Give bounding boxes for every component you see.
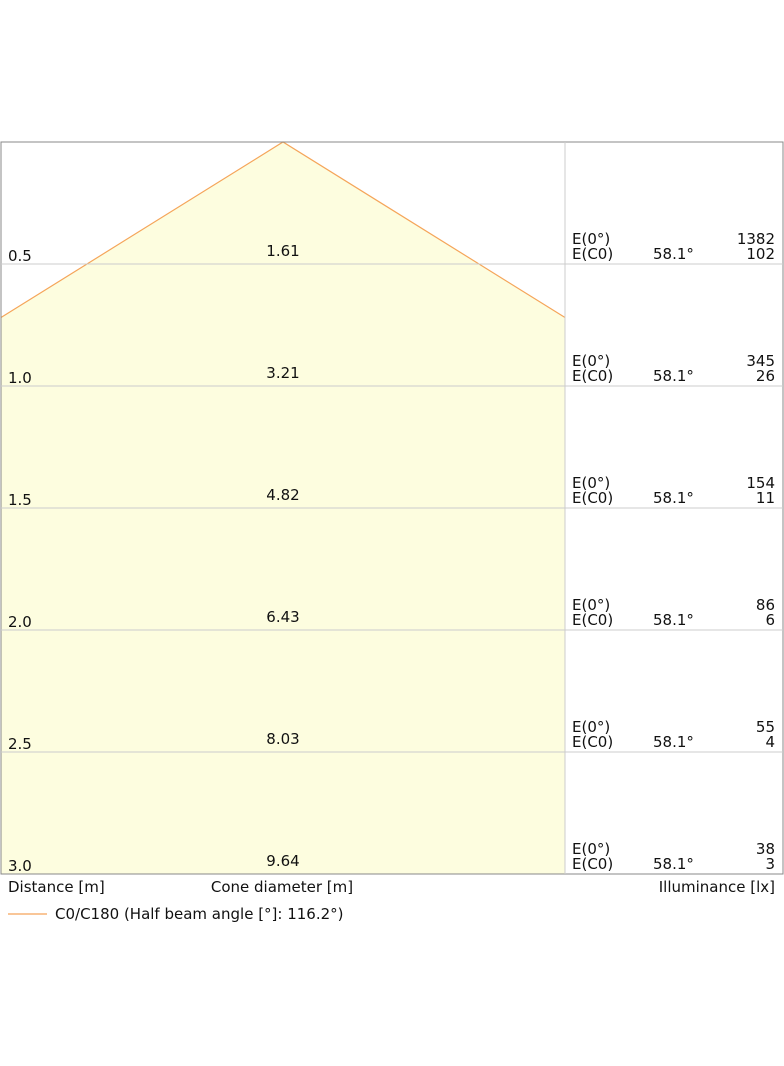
angle-label: 58.1° <box>653 855 694 873</box>
e0-label: E(0°) <box>572 718 610 736</box>
ec0-label: E(C0) <box>572 489 613 507</box>
ec0-label: E(C0) <box>572 611 613 629</box>
cone-diameter-label: 6.43 <box>266 608 299 626</box>
cone-diameter-label: 3.21 <box>266 364 299 382</box>
illuminance-axis-label: Illuminance [lx] <box>659 878 775 896</box>
e0-value: 1382 <box>737 230 775 248</box>
distance-label: 1.5 <box>8 491 32 509</box>
distance-label: 2.5 <box>8 735 32 753</box>
legend-label: C0/C180 (Half beam angle [°]: 116.2°) <box>55 905 344 923</box>
ec0-label: E(C0) <box>572 367 613 385</box>
ec0-value: 102 <box>746 245 775 263</box>
cone-diameter-label: 8.03 <box>266 730 299 748</box>
distance-label: 2.0 <box>8 613 32 631</box>
angle-label: 58.1° <box>653 611 694 629</box>
cone-diameter-label: 1.61 <box>266 242 299 260</box>
e0-value: 345 <box>746 352 775 370</box>
distance-label: 0.5 <box>8 247 32 265</box>
cone-diameter-label: 4.82 <box>266 486 299 504</box>
ec0-value: 11 <box>756 489 775 507</box>
cone-diameter-label: 9.64 <box>266 852 299 870</box>
e0-value: 154 <box>746 474 775 492</box>
angle-label: 58.1° <box>653 367 694 385</box>
e0-label: E(0°) <box>572 596 610 614</box>
grid-layer <box>0 141 784 875</box>
angle-label: 58.1° <box>653 733 694 751</box>
e0-value: 38 <box>756 840 775 858</box>
angle-label: 58.1° <box>653 245 694 263</box>
ec0-value: 6 <box>765 611 775 629</box>
e0-value: 86 <box>756 596 775 614</box>
ec0-value: 4 <box>765 733 775 751</box>
e0-label: E(0°) <box>572 840 610 858</box>
e0-value: 55 <box>756 718 775 736</box>
ec0-label: E(C0) <box>572 855 613 873</box>
ec0-label: E(C0) <box>572 245 613 263</box>
ec0-value: 3 <box>765 855 775 873</box>
e0-label: E(0°) <box>572 352 610 370</box>
angle-label: 58.1° <box>653 489 694 507</box>
ec0-value: 26 <box>756 367 775 385</box>
ec0-label: E(C0) <box>572 733 613 751</box>
distance-label: 1.0 <box>8 369 32 387</box>
distance-axis-label: Distance [m] <box>8 878 105 896</box>
e0-label: E(0°) <box>572 474 610 492</box>
distance-label: 3.0 <box>8 857 32 875</box>
e0-label: E(0°) <box>572 230 610 248</box>
cone-diameter-axis-label: Cone diameter [m] <box>211 878 353 896</box>
